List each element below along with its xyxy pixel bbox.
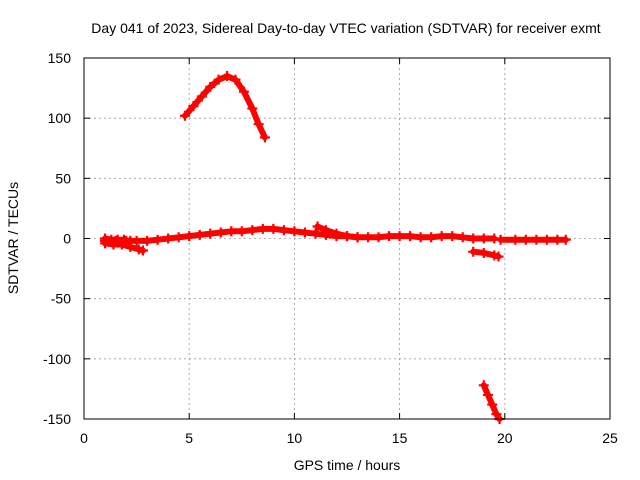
data-point xyxy=(289,226,300,237)
data-point xyxy=(236,226,247,237)
data-point xyxy=(278,225,289,236)
data-point xyxy=(363,232,374,243)
y-tick-label: 150 xyxy=(48,50,72,66)
data-point xyxy=(510,234,521,245)
chart-title: Day 041 of 2023, Sidereal Day-to-day VTE… xyxy=(91,20,600,36)
data-point xyxy=(142,235,153,246)
data-point xyxy=(118,234,129,245)
y-axis-label: SDTVAR / TECUs xyxy=(5,182,21,294)
x-tick-label: 15 xyxy=(392,430,408,446)
data-point xyxy=(495,234,506,245)
data-point xyxy=(222,71,233,82)
data-point xyxy=(247,225,258,236)
data-point xyxy=(520,234,531,245)
data-series xyxy=(100,71,571,424)
data-point xyxy=(541,234,552,245)
data-point xyxy=(238,86,249,97)
data-point xyxy=(312,221,323,232)
data-point xyxy=(257,223,268,234)
data-point xyxy=(125,235,136,246)
y-tick-label: 100 xyxy=(48,110,72,126)
x-tick-label: 25 xyxy=(602,430,618,446)
y-tick-label: -50 xyxy=(51,291,71,307)
x-axis-label: GPS time / hours xyxy=(294,457,401,473)
data-point xyxy=(215,227,226,238)
x-tick-label: 5 xyxy=(185,430,193,446)
data-point xyxy=(320,225,331,236)
data-point xyxy=(196,91,207,102)
data-point xyxy=(173,232,184,243)
data-point xyxy=(405,231,416,242)
data-point xyxy=(468,246,479,257)
tick-labels: 0 5 10 15 20 25 -150 -100 -50 0 50 100 150 xyxy=(43,50,618,446)
data-point xyxy=(394,231,405,242)
series-mid-bump xyxy=(312,221,363,243)
data-point xyxy=(552,234,563,245)
data-point xyxy=(194,229,205,240)
data-point xyxy=(447,231,458,242)
data-point xyxy=(468,233,479,244)
x-tick-label: 20 xyxy=(497,430,513,446)
x-tick-label: 10 xyxy=(287,430,303,446)
data-point xyxy=(184,231,195,242)
data-point xyxy=(384,231,395,242)
data-point xyxy=(331,228,342,239)
data-point xyxy=(352,232,363,243)
data-point xyxy=(137,245,148,256)
data-point xyxy=(247,103,258,114)
data-point xyxy=(478,233,489,244)
series-arc-high xyxy=(179,71,270,143)
data-point xyxy=(478,247,489,258)
data-point xyxy=(478,380,489,391)
series-late-tail xyxy=(495,234,571,245)
data-point xyxy=(342,231,352,242)
data-point xyxy=(152,234,163,245)
data-point xyxy=(230,74,241,85)
y-tick-label: 0 xyxy=(63,231,71,247)
data-point xyxy=(489,233,500,244)
data-point xyxy=(482,389,493,400)
data-point xyxy=(436,231,447,242)
data-point xyxy=(253,119,264,130)
x-tick-label: 0 xyxy=(80,430,88,446)
data-point xyxy=(457,232,468,243)
data-point xyxy=(259,132,270,143)
data-point xyxy=(188,101,199,112)
y-tick-label: -150 xyxy=(43,411,71,427)
y-tick-label: -100 xyxy=(43,351,71,367)
data-point xyxy=(373,232,384,243)
data-point xyxy=(226,226,237,237)
series-late-drop xyxy=(468,246,504,262)
data-point xyxy=(179,110,190,121)
data-point xyxy=(487,399,498,410)
y-tick-label: 50 xyxy=(55,170,71,186)
data-point xyxy=(415,232,426,243)
data-point xyxy=(163,233,174,244)
data-point xyxy=(299,227,310,238)
data-point xyxy=(205,81,216,92)
data-point xyxy=(205,228,216,239)
data-point xyxy=(531,234,542,245)
data-point xyxy=(426,232,437,243)
axis-ticks xyxy=(83,57,611,420)
data-point xyxy=(310,228,321,239)
series-early-fragment xyxy=(100,233,136,246)
data-point xyxy=(560,234,571,245)
data-point xyxy=(213,74,224,85)
data-point xyxy=(100,233,111,244)
data-point xyxy=(268,223,279,234)
data-point xyxy=(493,251,504,262)
